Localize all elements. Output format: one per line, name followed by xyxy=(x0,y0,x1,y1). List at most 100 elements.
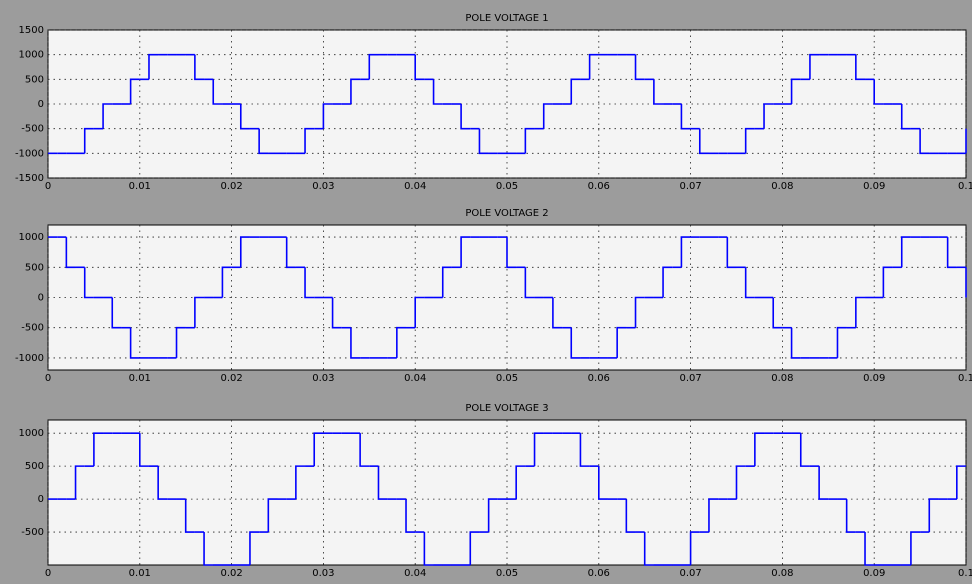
signal-step xyxy=(239,104,250,130)
signal-step xyxy=(515,465,526,500)
signal-step xyxy=(221,266,232,298)
y-tick-label: 1000 xyxy=(19,232,44,243)
y-tick-label: 500 xyxy=(25,74,44,85)
signal-step xyxy=(864,532,875,566)
signal-step xyxy=(414,296,425,328)
x-tick-label: 0.02 xyxy=(220,373,242,384)
x-tick-label: 0 xyxy=(45,181,51,192)
signal-step xyxy=(763,103,774,129)
scope-panel: POLE VOLTAGE 2 -1000 -500 0 500 1000 0 0.01 0.02… xyxy=(15,208,972,384)
signal-step xyxy=(432,79,443,105)
signal-step xyxy=(524,127,535,154)
scope-panel: POLE VOLTAGE 1 -1500 -1000 -500 0 500 1000 1500… xyxy=(15,13,972,192)
signal-step xyxy=(414,54,425,81)
signal-step xyxy=(524,267,535,299)
signal-step xyxy=(790,78,801,104)
x-tick-label: 0.09 xyxy=(863,568,885,579)
signal-step xyxy=(478,128,489,155)
signal-step xyxy=(83,127,94,154)
signal-step xyxy=(175,326,186,358)
y-tick-label: -500 xyxy=(21,323,44,334)
signal-step xyxy=(377,466,388,500)
signal-step xyxy=(643,532,654,566)
y-tick-label: -500 xyxy=(21,124,44,135)
y-tick-label: -1000 xyxy=(15,353,44,364)
x-tick-label: 0.1 xyxy=(958,568,972,579)
signal-step xyxy=(662,266,673,298)
panel-title: POLE VOLTAGE 2 xyxy=(465,208,548,219)
signal-step xyxy=(129,327,140,359)
signal-step xyxy=(735,465,746,500)
x-tick-label: 0.05 xyxy=(496,568,518,579)
x-tick-label: 0.03 xyxy=(312,568,334,579)
signal-step xyxy=(698,128,709,155)
signal-step xyxy=(726,237,737,269)
x-tick-label: 0.08 xyxy=(771,181,793,192)
signal-step xyxy=(350,327,361,359)
x-tick-label: 0.04 xyxy=(404,181,426,192)
signal-step xyxy=(93,432,104,467)
y-tick-label: 0 xyxy=(38,494,44,505)
signal-step xyxy=(616,326,627,358)
signal-step xyxy=(836,326,847,358)
y-tick-label: 500 xyxy=(25,461,44,472)
x-tick-label: 0 xyxy=(45,568,51,579)
signal-step xyxy=(350,78,361,104)
y-tick-label: -1500 xyxy=(15,173,44,184)
signal-step xyxy=(625,499,636,533)
x-tick-label: 0.07 xyxy=(679,568,701,579)
signal-step xyxy=(900,236,911,268)
x-tick-label: 0.02 xyxy=(220,568,242,579)
signal-step xyxy=(139,433,149,467)
x-tick-label: 0.06 xyxy=(588,373,610,384)
signal-step xyxy=(634,296,645,328)
y-tick-label: -500 xyxy=(21,527,44,538)
signal-step xyxy=(744,267,755,299)
x-tick-label: 0.03 xyxy=(312,181,334,192)
signal-step xyxy=(83,267,94,299)
x-tick-label: 0.1 xyxy=(958,181,972,192)
signal-step xyxy=(295,465,306,500)
signal-step xyxy=(570,327,581,359)
signal-step xyxy=(203,532,214,566)
signal-step xyxy=(790,327,801,359)
x-tick-label: 0.04 xyxy=(404,373,426,384)
signal-step xyxy=(368,53,379,80)
signal-step xyxy=(579,433,590,467)
scope-panel: POLE VOLTAGE 3 -500 0 500 1000 0 0.01 0.02 0.03 0… xyxy=(19,403,972,579)
signal-step xyxy=(772,297,783,329)
x-tick-label: 0.01 xyxy=(129,373,151,384)
signal-step xyxy=(322,103,333,129)
signal-step xyxy=(129,78,140,104)
x-tick-label: 0.04 xyxy=(404,568,426,579)
signal-step xyxy=(239,236,250,268)
signal-step xyxy=(754,432,765,467)
x-tick-label: 0.06 xyxy=(588,568,610,579)
signal-step xyxy=(102,103,113,129)
signal-step xyxy=(542,103,553,129)
signal-step xyxy=(331,297,342,329)
x-tick-label: 0.03 xyxy=(312,373,334,384)
y-tick-label: 500 xyxy=(25,262,44,273)
signal-step xyxy=(653,79,664,105)
signal-step xyxy=(111,297,122,329)
x-tick-label: 0 xyxy=(45,373,51,384)
signal-step xyxy=(946,237,957,269)
signal-step xyxy=(212,79,223,105)
signal-step xyxy=(708,498,719,533)
signal-step xyxy=(460,236,471,268)
signal-step xyxy=(809,53,820,80)
x-tick-label: 0.07 xyxy=(679,181,701,192)
x-tick-label: 0.05 xyxy=(496,181,518,192)
signal-step xyxy=(460,104,471,130)
x-tick-label: 0.05 xyxy=(496,373,518,384)
signal-step xyxy=(74,465,85,500)
signal-step xyxy=(184,499,195,533)
signal-step xyxy=(552,297,563,329)
signal-step xyxy=(873,79,884,105)
signal-step xyxy=(249,531,260,565)
signal-step xyxy=(680,104,691,130)
x-tick-label: 0.1 xyxy=(958,373,972,384)
